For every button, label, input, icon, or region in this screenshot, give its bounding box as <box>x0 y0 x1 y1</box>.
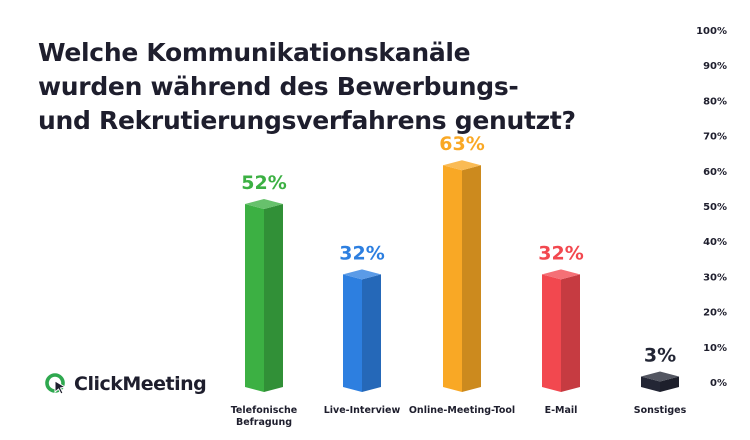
x-category-label: Live-Interview <box>324 405 401 416</box>
y-tick-label: 20% <box>703 308 727 319</box>
y-tick-label: 100% <box>696 26 727 37</box>
bar-value-label: 52% <box>241 172 286 194</box>
y-tick-label: 50% <box>703 202 727 213</box>
bar-value-label: 63% <box>439 133 484 155</box>
bar-right-face <box>362 274 381 392</box>
y-tick-label: 10% <box>703 343 727 354</box>
bar-top-face <box>542 269 580 280</box>
y-tick-label: 60% <box>703 167 727 178</box>
bar-right-face <box>561 274 580 392</box>
brand-logo: ClickMeeting <box>44 372 207 396</box>
clickmeeting-logo-icon <box>45 373 67 395</box>
bar-left-face <box>641 376 660 392</box>
y-tick-label: 90% <box>703 61 727 72</box>
bar-left-face <box>542 274 561 392</box>
x-category-label: Sonstiges <box>634 405 687 416</box>
x-category-label: Telefonische <box>231 405 298 416</box>
brand-name: ClickMeeting <box>74 373 207 395</box>
y-tick-label: 0% <box>710 378 727 389</box>
bar-left-face <box>343 274 362 392</box>
bar-top-face <box>641 371 679 382</box>
bar-right-face <box>462 165 481 392</box>
bar-right-face <box>660 376 679 392</box>
bar-top-face <box>343 269 381 280</box>
x-category-label: Online-Meeting-Tool <box>409 405 515 416</box>
y-tick-label: 70% <box>703 132 727 143</box>
x-category-label: Befragung <box>236 417 292 428</box>
bar-left-face <box>443 165 462 392</box>
bar-value-label: 32% <box>538 242 583 264</box>
bar-right-face <box>264 203 283 392</box>
bar-top-face <box>443 160 481 171</box>
bar-value-label: 3% <box>644 344 676 366</box>
chart-title: Welche Kommunikationskanäle wurden währe… <box>38 38 576 135</box>
x-category-label: E-Mail <box>545 405 578 416</box>
y-tick-label: 80% <box>703 96 727 107</box>
bar-left-face <box>245 203 264 392</box>
y-tick-label: 30% <box>703 272 727 283</box>
bar-top-face <box>245 198 283 209</box>
y-tick-label: 40% <box>703 237 727 248</box>
bar-value-label: 32% <box>339 242 384 264</box>
